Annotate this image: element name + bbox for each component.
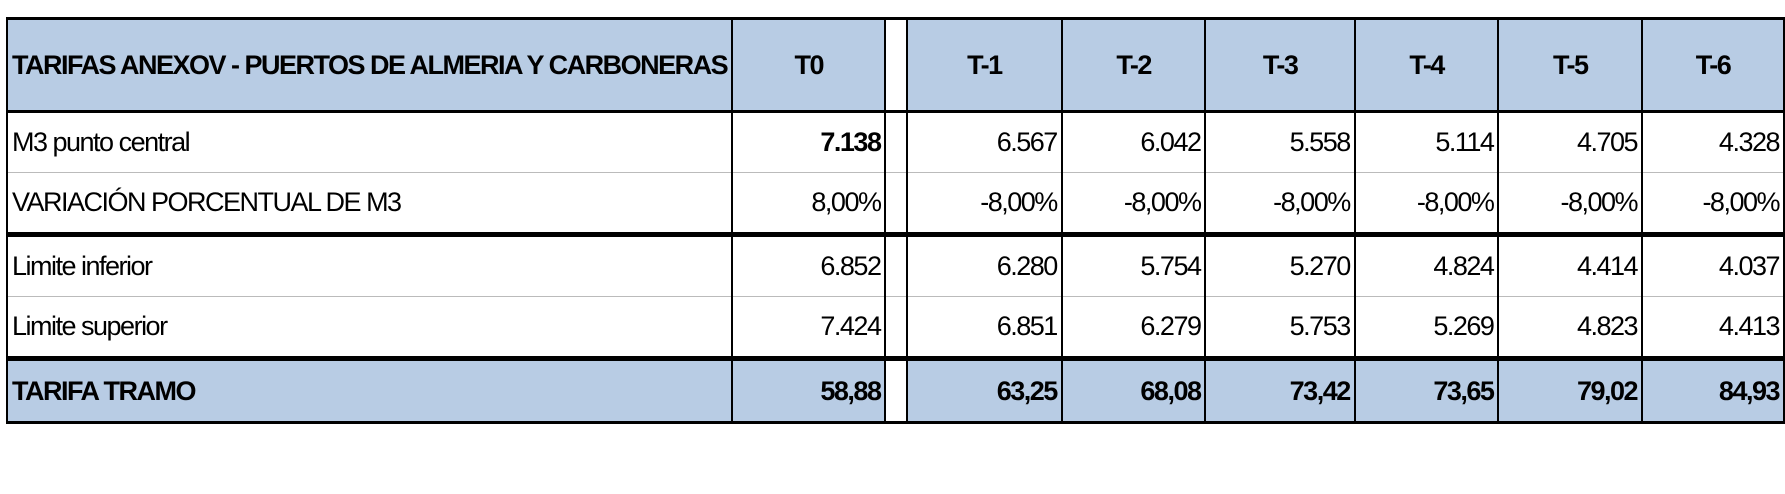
column-header: T-4 <box>1353 17 1500 113</box>
header-row: TARIFAS ANEXOV - PUERTOS DE ALMERIA Y CA… <box>5 17 1785 113</box>
row-label: VARIACIÓN PORCENTUAL DE M3 <box>5 172 734 237</box>
value-cell: -8,00% <box>1204 172 1356 237</box>
value-cell: 5.754 <box>1060 234 1207 297</box>
column-header: T-2 <box>1060 17 1207 113</box>
value-cell: 4.705 <box>1497 111 1644 173</box>
data-row: VARIACIÓN PORCENTUAL DE M3 8,00% -8,00% -8,… <box>5 172 1785 237</box>
column-header: T-1 <box>905 17 1063 113</box>
table-title: TARIFAS ANEXOV - PUERTOS DE ALMERIA Y CA… <box>5 17 734 113</box>
column-header: T-3 <box>1204 17 1356 113</box>
value-cell: 4.824 <box>1353 234 1500 297</box>
value-cell: 6.042 <box>1060 111 1207 173</box>
value-cell: 4.037 <box>1641 234 1785 297</box>
value-cell: 4.823 <box>1497 296 1644 361</box>
data-row: M3 punto central 7.138 6.567 6.042 5.558 5.11… <box>5 111 1785 173</box>
value-cell: 63,25 <box>905 356 1063 424</box>
row-label: Limite superior <box>5 296 734 361</box>
column-header: T-6 <box>1641 17 1785 113</box>
value-cell: 4.413 <box>1641 296 1785 361</box>
value-cell: 84,93 <box>1641 356 1785 424</box>
row-label: TARIFA TRAMO <box>5 356 734 424</box>
value-cell: 5.753 <box>1204 296 1356 361</box>
column-header: T-5 <box>1497 17 1644 113</box>
spacer <box>884 356 908 424</box>
value-cell: 6.280 <box>905 234 1063 297</box>
value-cell: 73,65 <box>1353 356 1500 424</box>
value-cell: 5.114 <box>1353 111 1500 173</box>
value-cell: -8,00% <box>1641 172 1785 237</box>
value-cell: 58,88 <box>731 356 887 424</box>
spacer <box>884 234 908 297</box>
value-cell: 73,42 <box>1204 356 1356 424</box>
row-label: M3 punto central <box>5 111 734 173</box>
value-cell: 6.279 <box>1060 296 1207 361</box>
value-cell: -8,00% <box>1497 172 1644 237</box>
value-cell: -8,00% <box>1060 172 1207 237</box>
value-cell: 6.851 <box>905 296 1063 361</box>
data-row: Limite inferior 6.852 6.280 5.754 5.270 4.824… <box>5 234 1785 297</box>
data-row: Limite superior 7.424 6.851 6.279 5.753 5.269… <box>5 296 1785 361</box>
value-cell: 7.424 <box>731 296 887 361</box>
value-cell: 4.414 <box>1497 234 1644 297</box>
value-cell: 5.269 <box>1353 296 1500 361</box>
value-cell: 4.328 <box>1641 111 1785 173</box>
value-cell: 5.270 <box>1204 234 1356 297</box>
value-cell: 7.138 <box>731 111 887 173</box>
value-cell: 6.852 <box>731 234 887 297</box>
value-cell: -8,00% <box>905 172 1063 237</box>
spacer <box>884 17 908 113</box>
value-cell: 68,08 <box>1060 356 1207 424</box>
value-cell: 79,02 <box>1497 356 1644 424</box>
value-cell: 6.567 <box>905 111 1063 173</box>
value-cell: -8,00% <box>1353 172 1500 237</box>
value-cell: 8,00% <box>731 172 887 237</box>
spacer <box>884 296 908 361</box>
row-label: Limite inferior <box>5 234 734 297</box>
value-cell: 5.558 <box>1204 111 1356 173</box>
spacer <box>884 172 908 237</box>
data-row: TARIFA TRAMO 58,88 63,25 68,08 73,42 73,65 79,… <box>5 356 1785 424</box>
column-header: T0 <box>731 17 887 113</box>
spacer <box>884 111 908 173</box>
tariff-table: TARIFAS ANEXOV - PUERTOS DE ALMERIA Y CA… <box>5 17 1785 424</box>
